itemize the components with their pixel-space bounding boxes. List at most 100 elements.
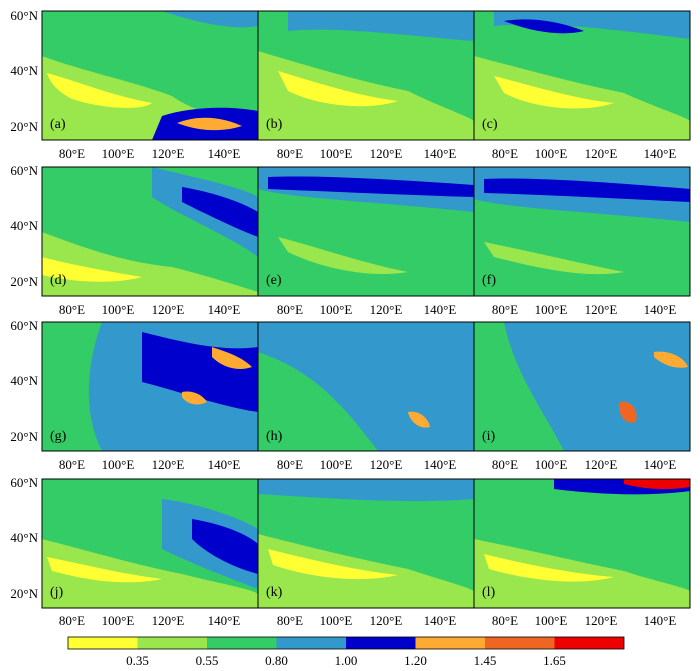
panel-letter: (i) — [482, 429, 496, 444]
panel-letter: (e) — [266, 273, 282, 288]
map-panel — [41, 478, 259, 609]
lon-tick-label: 100°E — [102, 302, 135, 317]
lon-tick-label: 80°E — [277, 146, 303, 161]
lon-tick-label: 80°E — [277, 302, 303, 317]
lon-tick-label: 80°E — [492, 457, 518, 472]
lon-tick-label: 100°E — [320, 146, 353, 161]
map-panel — [257, 478, 475, 609]
lon-tick-label: 100°E — [102, 457, 135, 472]
panel-letter: (k) — [266, 585, 283, 600]
lon-tick-label: 100°E — [535, 613, 568, 628]
lon-tick-label: 140°E — [208, 302, 241, 317]
legend-label: 0.55 — [196, 653, 219, 668]
map-panel — [257, 321, 475, 452]
panel-letter: (a) — [50, 117, 66, 132]
lon-tick-label: 100°E — [535, 146, 568, 161]
lon-tick-label: 120°E — [370, 457, 403, 472]
panel-letter: (h) — [266, 429, 283, 444]
lat-tick-label: 60°N — [10, 163, 38, 178]
lon-tick-label: 140°E — [424, 457, 457, 472]
lat-tick-label: 20°N — [10, 586, 38, 601]
lat-tick-label: 40°N — [10, 63, 38, 78]
panel-letter: (b) — [266, 117, 283, 132]
legend-swatch — [276, 637, 346, 649]
legend-label: 0.35 — [126, 653, 149, 668]
legend-swatch — [415, 637, 485, 649]
lat-tick-label: 40°N — [10, 218, 38, 233]
lon-tick-label: 100°E — [320, 613, 353, 628]
map-panel — [41, 10, 259, 141]
lon-tick-label: 100°E — [535, 302, 568, 317]
lon-tick-label: 120°E — [152, 302, 185, 317]
lon-tick-label: 140°E — [424, 302, 457, 317]
lat-tick-label: 20°N — [10, 429, 38, 444]
lat-tick-label: 40°N — [10, 373, 38, 388]
legend-swatch — [137, 637, 207, 649]
panel-letter: (l) — [482, 585, 496, 600]
lat-tick-label: 60°N — [10, 475, 38, 490]
lon-tick-label: 120°E — [152, 457, 185, 472]
panel-letter: (f) — [482, 273, 496, 288]
lon-tick-label: 120°E — [152, 613, 185, 628]
lon-tick-label: 140°E — [208, 613, 241, 628]
lon-tick-label: 100°E — [102, 146, 135, 161]
lon-tick-label: 80°E — [277, 613, 303, 628]
panel-letter: (d) — [50, 273, 67, 288]
legend-swatch — [207, 637, 277, 649]
legend-label: 1.65 — [543, 653, 566, 668]
lon-tick-label: 100°E — [320, 302, 353, 317]
map-panel — [257, 166, 475, 297]
lat-tick-label: 40°N — [10, 530, 38, 545]
map-panel — [473, 10, 691, 141]
map-panel — [257, 10, 475, 141]
lon-tick-label: 120°E — [585, 302, 618, 317]
lon-tick-label: 100°E — [535, 457, 568, 472]
lon-tick-label: 80°E — [492, 613, 518, 628]
lon-tick-label: 80°E — [59, 146, 85, 161]
lat-tick-label: 20°N — [10, 274, 38, 289]
map-panel — [41, 166, 259, 297]
lon-tick-label: 140°E — [644, 457, 677, 472]
lon-tick-label: 120°E — [585, 146, 618, 161]
lat-tick-label: 60°N — [10, 8, 38, 23]
legend-label: 0.80 — [265, 653, 288, 668]
lon-tick-label: 120°E — [152, 146, 185, 161]
lon-tick-label: 120°E — [585, 457, 618, 472]
lon-tick-label: 140°E — [208, 457, 241, 472]
lon-tick-label: 120°E — [585, 613, 618, 628]
legend-label: 1.00 — [335, 653, 358, 668]
map-panel — [473, 478, 691, 609]
lat-tick-label: 20°N — [10, 119, 38, 134]
legend-swatch — [485, 637, 555, 649]
lon-tick-label: 120°E — [370, 146, 403, 161]
lon-tick-label: 80°E — [277, 457, 303, 472]
panel-letter: (j) — [50, 585, 64, 600]
panel-letter: (g) — [50, 429, 67, 444]
map-panel — [473, 166, 691, 297]
lon-tick-label: 140°E — [644, 146, 677, 161]
lon-tick-label: 80°E — [59, 457, 85, 472]
legend-swatch — [554, 637, 624, 649]
lon-tick-label: 80°E — [59, 613, 85, 628]
lon-tick-label: 100°E — [102, 613, 135, 628]
lon-tick-label: 140°E — [644, 613, 677, 628]
map-panel — [473, 321, 691, 452]
lon-tick-label: 140°E — [424, 146, 457, 161]
lon-tick-label: 80°E — [492, 302, 518, 317]
legend-label: 1.45 — [474, 653, 497, 668]
legend-label: 1.20 — [404, 653, 427, 668]
lon-tick-label: 100°E — [320, 457, 353, 472]
lon-tick-label: 140°E — [644, 302, 677, 317]
legend-swatch — [68, 637, 138, 649]
lon-tick-label: 140°E — [424, 613, 457, 628]
lon-tick-label: 80°E — [492, 146, 518, 161]
panel-letter: (c) — [482, 117, 498, 132]
lon-tick-label: 80°E — [59, 302, 85, 317]
map-panel — [41, 321, 259, 452]
lat-tick-label: 60°N — [10, 318, 38, 333]
lon-tick-label: 120°E — [370, 613, 403, 628]
lon-tick-label: 120°E — [370, 302, 403, 317]
lon-tick-label: 140°E — [208, 146, 241, 161]
legend-swatch — [346, 637, 416, 649]
